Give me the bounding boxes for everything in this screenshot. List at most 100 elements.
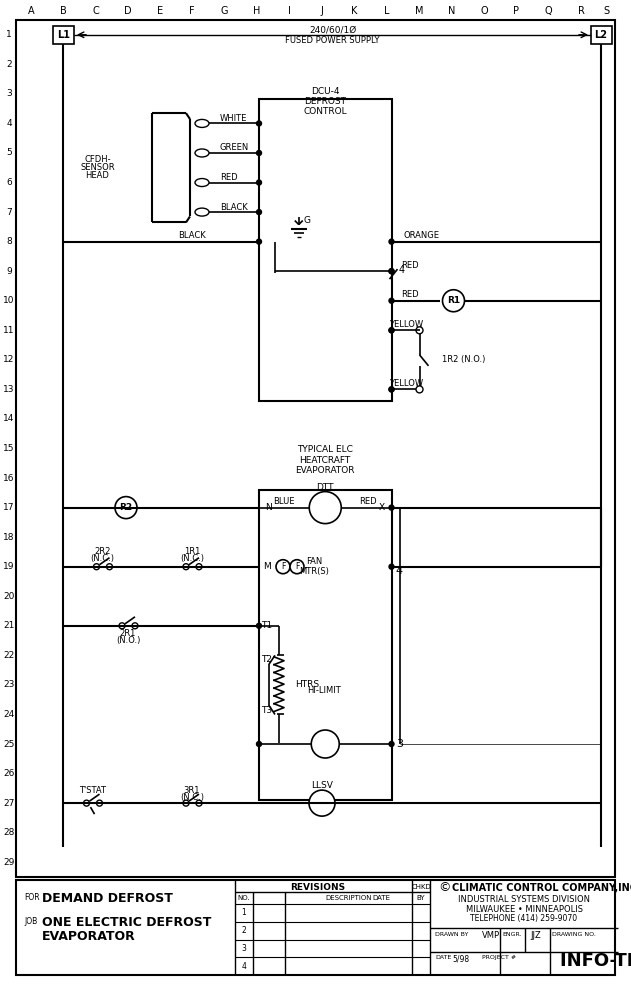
Text: H: H [253,6,261,16]
Text: SENSOR: SENSOR [80,163,115,172]
Text: TYPICAL ELC: TYPICAL ELC [297,445,353,454]
Text: T3: T3 [261,705,273,714]
Circle shape [389,269,394,274]
Circle shape [256,741,261,747]
Text: 13: 13 [3,384,15,393]
Text: CHKD: CHKD [411,884,431,890]
Text: YELLOW: YELLOW [389,378,423,387]
Text: 8: 8 [6,237,12,246]
Text: BY: BY [416,895,425,901]
Circle shape [256,623,261,628]
Text: HEATCRAFT: HEATCRAFT [300,456,351,465]
Text: 20: 20 [3,592,15,601]
Text: 4: 4 [6,119,12,127]
Text: BLUE: BLUE [273,497,295,506]
Text: R1: R1 [447,296,460,305]
Text: L: L [384,6,389,16]
Circle shape [93,564,100,570]
Circle shape [389,328,394,333]
Text: INDUSTRIAL SYSTEMS DIVISION: INDUSTRIAL SYSTEMS DIVISION [458,895,590,904]
Text: K: K [351,6,357,16]
Text: 5/98: 5/98 [452,955,469,964]
Text: LLSV: LLSV [311,781,333,790]
Text: 1R2 (N.O.): 1R2 (N.O.) [442,356,485,365]
Text: F: F [281,562,285,572]
Circle shape [132,622,138,628]
Circle shape [309,492,341,524]
Text: 26: 26 [3,769,15,778]
Text: E: E [157,6,163,16]
Text: BLACK: BLACK [178,231,206,240]
Text: 6: 6 [6,178,12,187]
Text: F: F [189,6,195,16]
Text: 29: 29 [3,858,15,867]
Text: O: O [480,6,488,16]
Text: A: A [28,6,35,16]
Circle shape [183,564,189,570]
Text: 4: 4 [242,961,247,971]
Circle shape [107,564,112,570]
Text: (N.C.): (N.C.) [90,554,114,563]
Text: (N.O.): (N.O.) [116,636,140,645]
Text: RED: RED [358,497,376,506]
Text: 3: 3 [6,90,12,99]
Text: 7: 7 [6,207,12,216]
Circle shape [256,209,261,214]
Circle shape [183,800,189,806]
Text: 4: 4 [396,566,403,576]
Text: 240/60/1Ø: 240/60/1Ø [309,25,356,34]
Text: BLACK: BLACK [220,202,248,211]
Text: L2: L2 [594,30,608,40]
Text: 24: 24 [3,710,15,719]
Circle shape [416,327,423,334]
Text: CFDH-: CFDH- [84,155,111,164]
Circle shape [309,790,335,816]
Circle shape [389,741,394,747]
Text: Q: Q [545,6,552,16]
Text: 2R2: 2R2 [94,547,110,556]
Circle shape [442,290,464,312]
Bar [259,490,391,800]
Text: MILWAUKEE • MINNEAPOLIS: MILWAUKEE • MINNEAPOLIS [466,904,582,913]
Text: 11: 11 [3,326,15,335]
Ellipse shape [195,149,209,157]
Text: HTRS: HTRS [295,680,319,689]
Text: FUSED POWER SUPPLY: FUSED POWER SUPPLY [285,36,380,45]
Text: DRAWING NO.: DRAWING NO. [552,931,596,936]
Circle shape [389,298,394,303]
Text: N: N [266,503,273,512]
Text: MTR(S): MTR(S) [299,567,329,577]
Text: (N.C.): (N.C.) [180,793,204,802]
Text: L1: L1 [57,30,70,40]
Text: JOB: JOB [24,917,37,926]
Text: 17: 17 [3,503,15,512]
Circle shape [416,385,423,392]
Text: C: C [92,6,99,16]
Circle shape [119,622,125,628]
Text: INFO-TEC 54: INFO-TEC 54 [560,951,631,969]
Text: DTT: DTT [317,483,334,492]
Circle shape [256,180,261,185]
Circle shape [389,386,394,391]
Text: T2: T2 [261,655,273,664]
Bar [16,20,615,877]
Text: 3: 3 [396,739,403,749]
Circle shape [276,560,290,574]
Text: T'STAT: T'STAT [79,786,106,795]
Circle shape [115,497,137,519]
Text: P: P [513,6,519,16]
Text: 25: 25 [3,739,15,749]
Circle shape [83,800,90,806]
Text: 3: 3 [242,944,247,953]
Text: PROJECT #: PROJECT # [482,955,516,960]
Text: DATE: DATE [372,895,391,901]
Text: ENGR.: ENGR. [502,931,521,936]
Text: DCU-4: DCU-4 [311,88,339,97]
Text: 21: 21 [3,622,15,630]
Text: DEFROST: DEFROST [304,98,346,107]
Text: 19: 19 [3,562,15,572]
Ellipse shape [195,120,209,127]
Text: S: S [603,6,609,16]
Text: 5: 5 [6,148,12,157]
Text: TELEPHONE (414) 259-9070: TELEPHONE (414) 259-9070 [471,913,577,922]
